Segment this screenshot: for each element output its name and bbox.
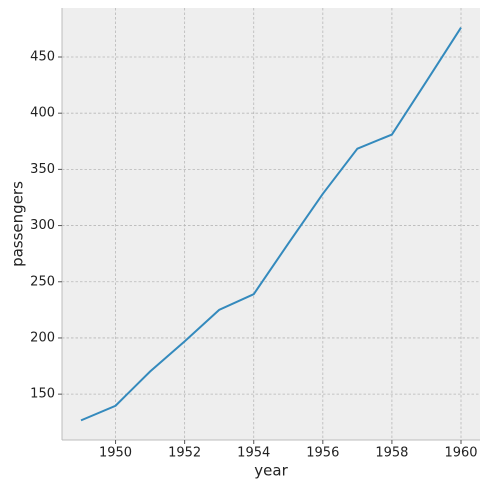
x-tick-label: 1950 bbox=[99, 446, 132, 461]
x-tick-label: 1954 bbox=[237, 446, 270, 461]
x-tick-label: 1958 bbox=[375, 446, 408, 461]
x-tick-label: 1960 bbox=[444, 446, 477, 461]
x-tick-label: 1952 bbox=[168, 446, 201, 461]
grid bbox=[62, 8, 480, 440]
y-tick-label: 450 bbox=[30, 49, 55, 64]
y-tick-label: 400 bbox=[30, 106, 55, 121]
plot-background bbox=[62, 8, 480, 440]
y-tick-label: 250 bbox=[30, 274, 55, 289]
line-series bbox=[80, 27, 462, 422]
y-axis-title: passengers bbox=[9, 181, 27, 267]
y-tick-label: 200 bbox=[30, 330, 55, 345]
y-tick-label: 300 bbox=[30, 218, 55, 233]
x-tick-label: 1956 bbox=[306, 446, 339, 461]
x-axis-title: year bbox=[254, 462, 288, 480]
y-tick-label: 150 bbox=[30, 387, 55, 402]
marks bbox=[80, 27, 462, 422]
y-tick-label: 350 bbox=[30, 162, 55, 177]
